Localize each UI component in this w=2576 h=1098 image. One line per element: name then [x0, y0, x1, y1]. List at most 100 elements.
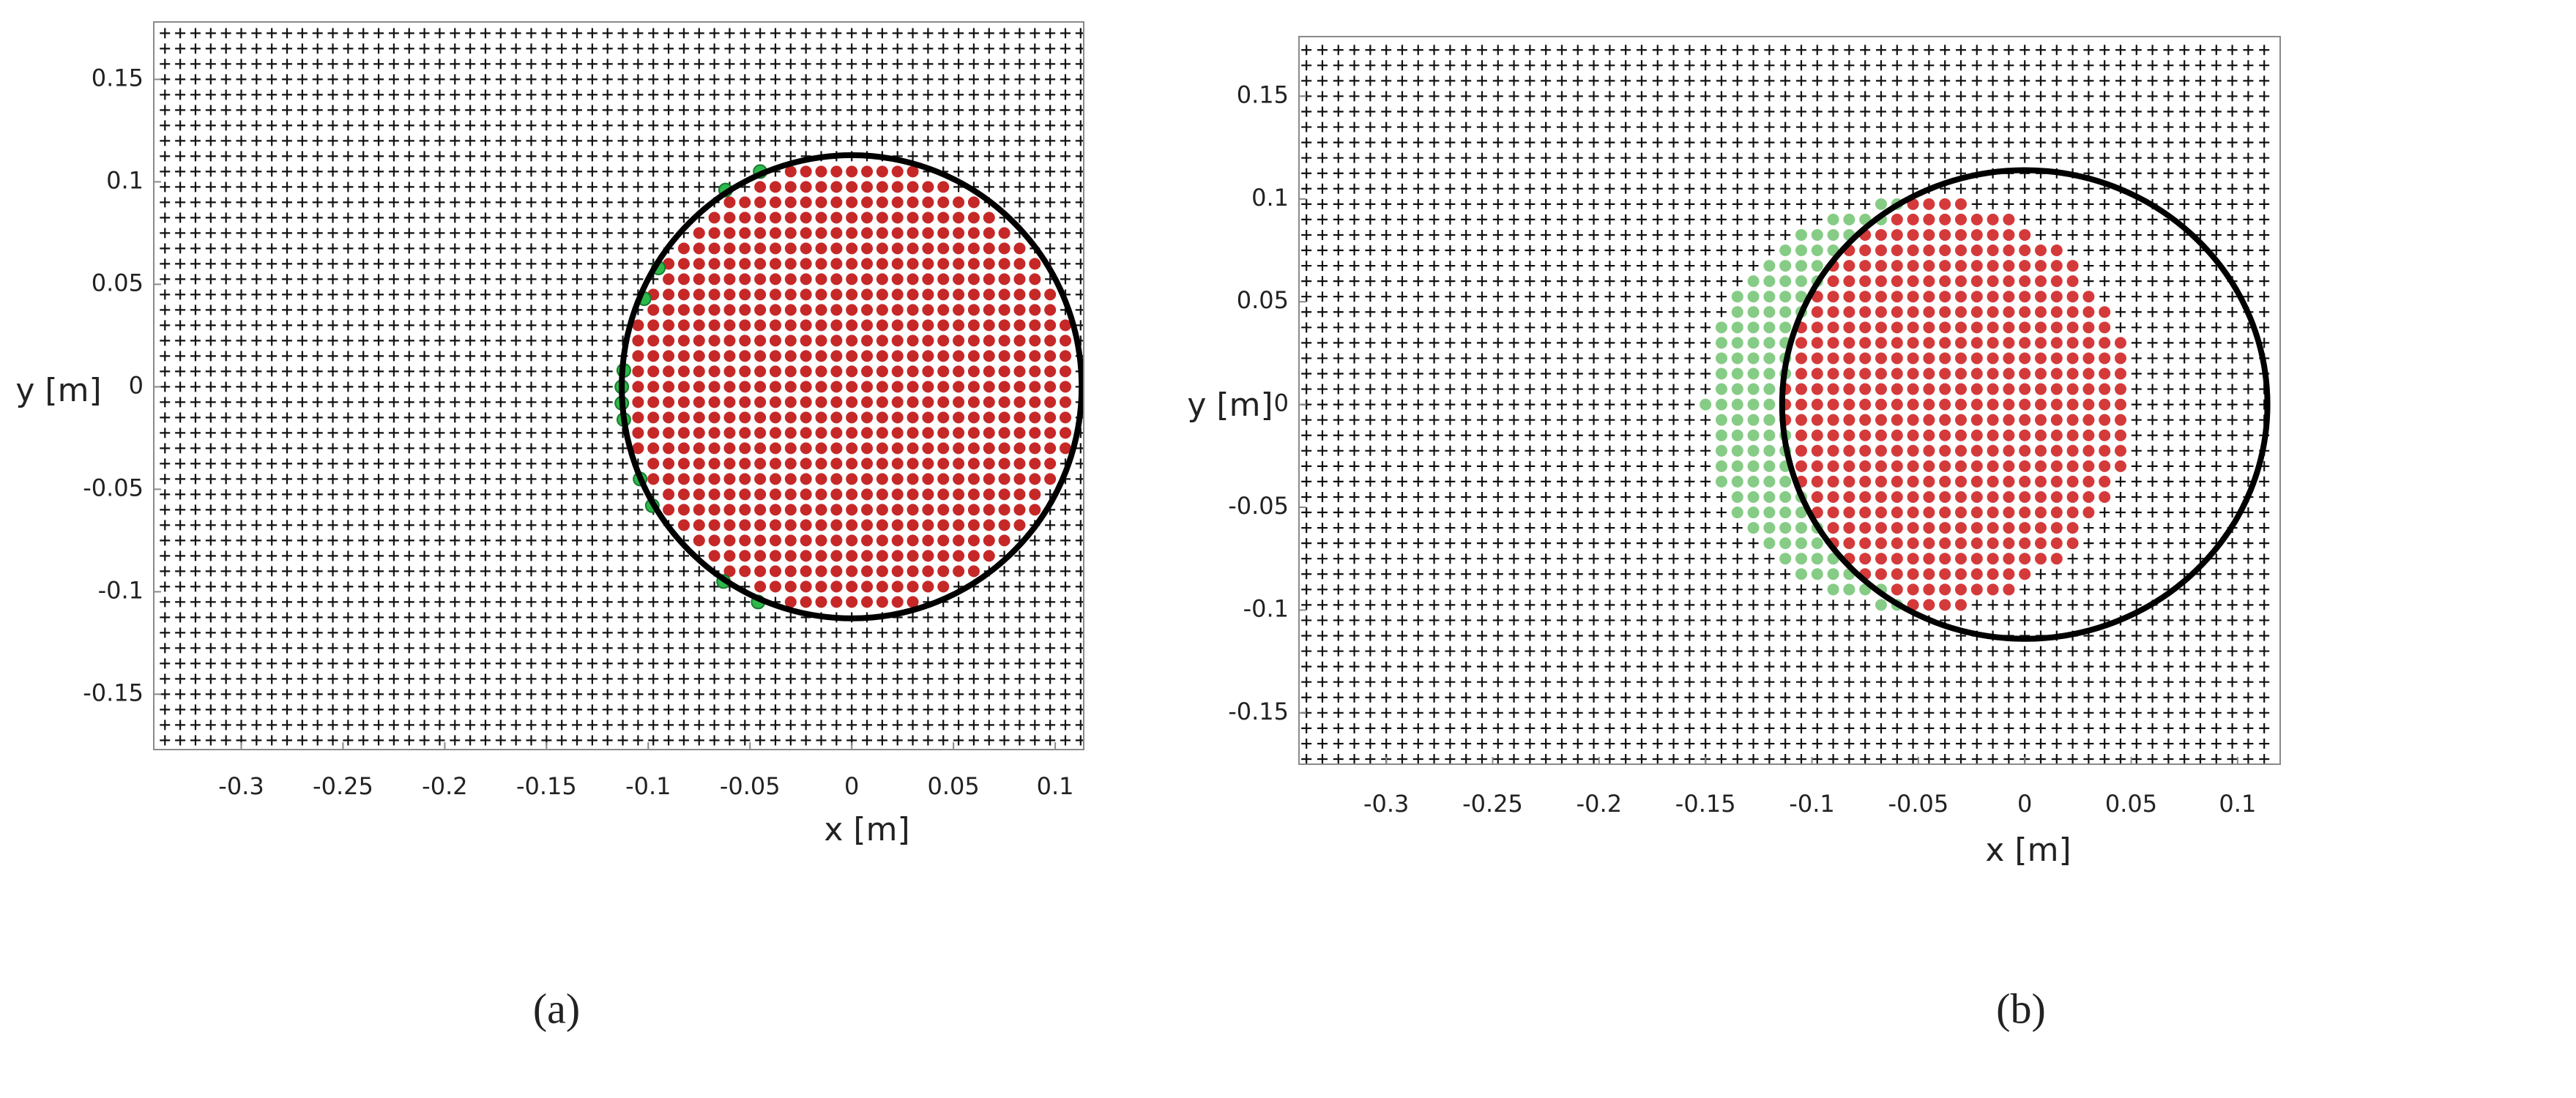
point	[830, 596, 843, 608]
grid-cross	[267, 735, 278, 746]
grid-cross	[785, 43, 796, 54]
grid-cross	[434, 335, 445, 346]
grid-cross	[419, 289, 430, 300]
y-tick-label: -0.15	[83, 679, 144, 706]
grid-cross	[1492, 630, 1503, 641]
grid-cross	[1492, 661, 1503, 672]
grid-cross	[267, 443, 278, 454]
grid-cross	[1828, 661, 1839, 672]
grid-cross	[2067, 569, 2078, 580]
grid-cross	[1684, 538, 1695, 549]
grid-cross	[983, 658, 994, 669]
point	[876, 565, 888, 578]
grid-cross	[1620, 569, 1631, 580]
point	[830, 411, 843, 424]
grid-cross	[1556, 615, 1567, 626]
grid-cross	[923, 704, 934, 715]
grid-cross	[1812, 661, 1823, 672]
grid-cross	[953, 105, 964, 116]
grid-cross	[1795, 661, 1806, 672]
grid-cross	[1556, 553, 1567, 564]
point	[723, 212, 736, 224]
grid-cross	[602, 427, 613, 438]
point	[723, 488, 736, 501]
grid-cross	[419, 74, 430, 85]
point	[754, 242, 767, 255]
grid-cross	[1476, 676, 1487, 687]
grid-cross	[2147, 414, 2158, 425]
grid-cross	[1508, 523, 1519, 534]
grid-cross	[1030, 720, 1041, 731]
grid-cross	[388, 627, 399, 638]
grid-cross	[1075, 535, 1084, 546]
grid-cross	[2243, 600, 2254, 610]
grid-cross	[678, 627, 689, 638]
grid-cross	[465, 228, 476, 239]
grid-cross	[892, 28, 903, 39]
grid-cross	[373, 135, 384, 146]
grid-cross	[693, 689, 704, 700]
grid-cross	[1014, 197, 1025, 208]
grid-cross	[450, 274, 461, 285]
grid-cross	[633, 74, 644, 85]
grid-cross	[1030, 120, 1041, 131]
grid-cross	[510, 735, 521, 746]
grid-cross	[190, 412, 201, 423]
grid-cross	[740, 720, 751, 731]
grid-cross	[495, 581, 506, 592]
point	[907, 196, 919, 209]
grid-cross	[633, 212, 644, 223]
grid-cross	[373, 305, 384, 315]
grid-cross	[617, 43, 628, 54]
point	[876, 242, 888, 255]
grid-cross	[862, 704, 873, 715]
grid-cross	[800, 673, 811, 684]
grid-cross	[526, 151, 537, 162]
grid-cross	[2195, 476, 2205, 487]
grid-cross	[1525, 646, 1535, 657]
grid-cross	[1412, 584, 1423, 595]
grid-cross	[999, 566, 1010, 577]
grid-cross	[358, 673, 369, 684]
point	[800, 550, 812, 562]
grid-cross	[846, 704, 857, 715]
grid-cross	[373, 105, 384, 116]
grid-cross	[1030, 89, 1041, 100]
grid-cross	[2067, 615, 2078, 626]
point	[891, 165, 904, 178]
grid-cross	[343, 474, 354, 485]
point	[937, 473, 950, 485]
grid-cross	[1445, 491, 1456, 502]
grid-cross	[1030, 597, 1041, 608]
grid-cross	[343, 427, 354, 438]
grid-cross	[1541, 630, 1552, 641]
grid-cross	[1396, 507, 1407, 518]
grid-cross	[190, 274, 201, 285]
grid-cross	[327, 658, 338, 669]
grid-cross	[709, 43, 720, 54]
grid-cross	[2211, 569, 2222, 580]
grid-cross	[327, 212, 338, 223]
grid-cross	[1812, 615, 1823, 626]
grid-cross	[175, 166, 186, 177]
grid-cross	[403, 28, 414, 39]
grid-cross	[1541, 507, 1552, 518]
grid-cross	[1588, 738, 1599, 749]
grid-cross	[358, 228, 369, 239]
grid-cross	[1556, 430, 1567, 441]
grid-cross	[983, 120, 994, 131]
grid-cross	[724, 720, 735, 731]
grid-cross	[1045, 550, 1056, 561]
grid-cross	[663, 59, 674, 70]
point	[739, 534, 751, 547]
grid-cross	[1365, 430, 1376, 441]
grid-cross	[740, 105, 751, 116]
grid-cross	[1971, 753, 1982, 764]
grid-cross	[358, 489, 369, 500]
grid-cross	[1541, 676, 1552, 687]
grid-cross	[1317, 507, 1328, 518]
grid-cross	[419, 458, 430, 469]
point	[632, 335, 644, 347]
grid-cross	[495, 443, 506, 454]
grid-cross	[1301, 523, 1312, 534]
